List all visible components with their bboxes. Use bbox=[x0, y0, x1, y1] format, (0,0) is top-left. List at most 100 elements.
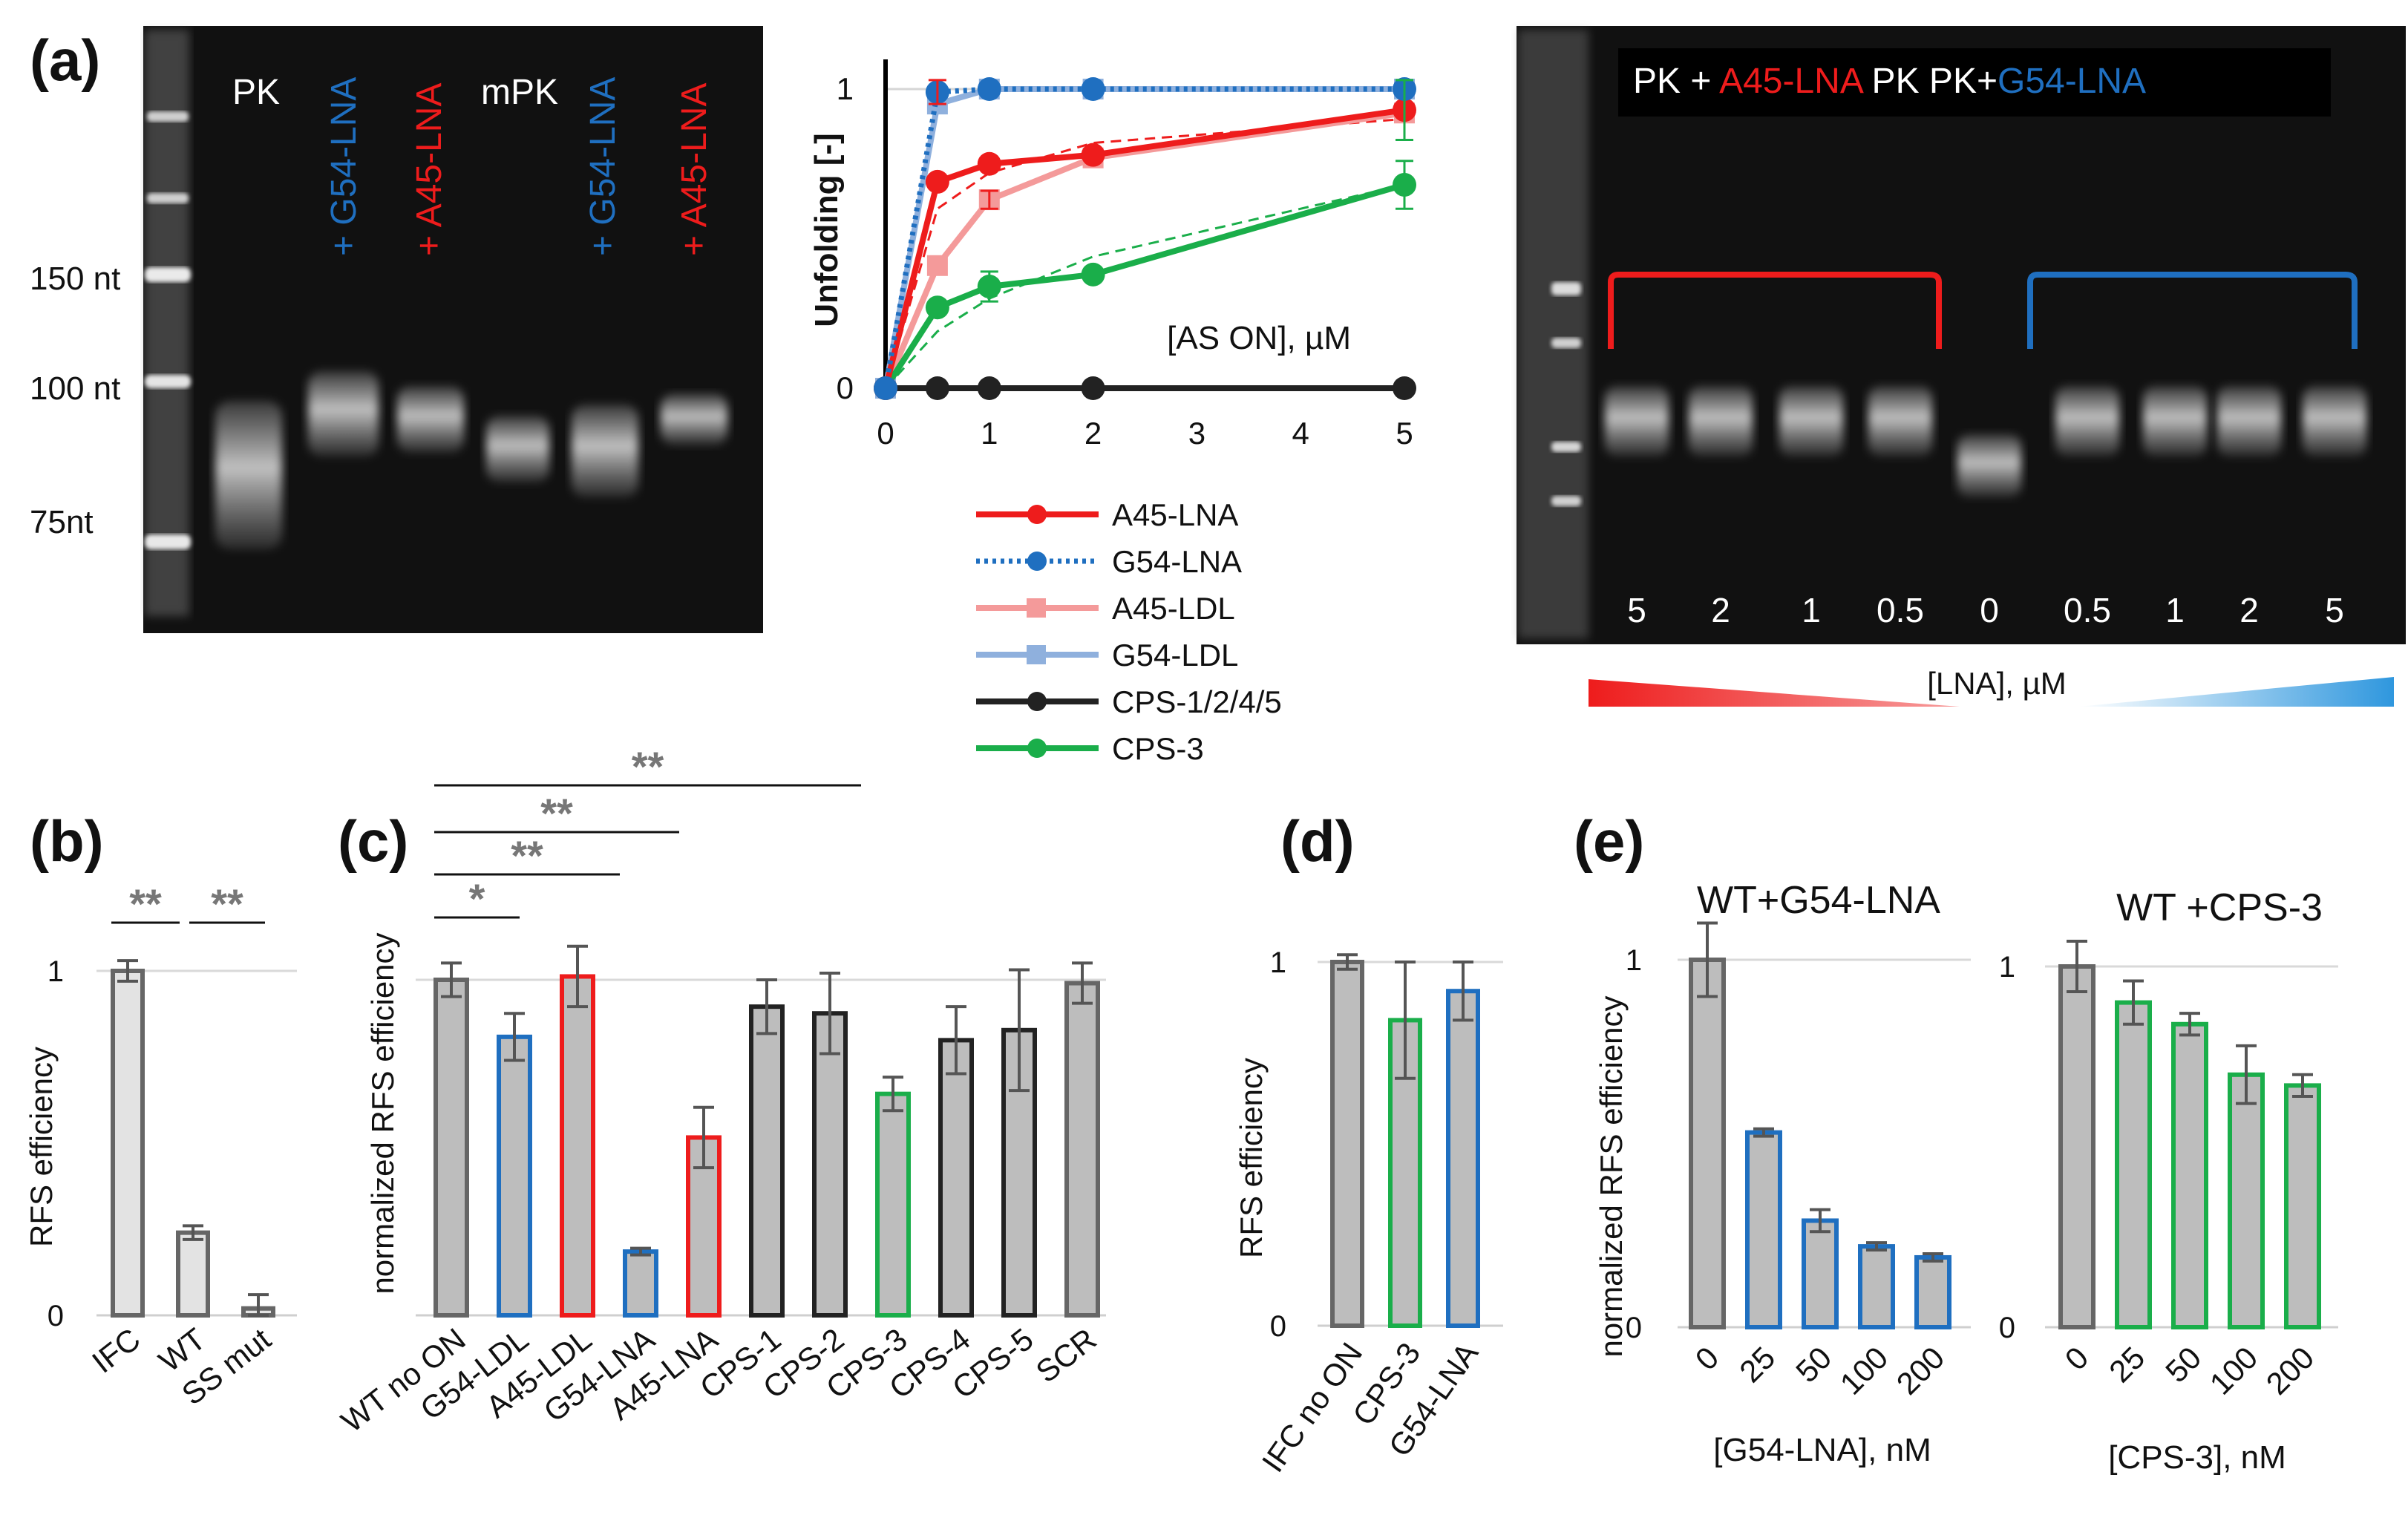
gel-2-header-box bbox=[1618, 48, 2331, 117]
gel-2-band bbox=[2055, 386, 2119, 457]
bar bbox=[176, 1230, 210, 1318]
bar bbox=[875, 1091, 911, 1318]
bar bbox=[2115, 1000, 2152, 1329]
bar bbox=[1914, 1254, 1951, 1329]
lna-gradient-blue bbox=[2078, 677, 2394, 707]
y-tick-label: 1 bbox=[1999, 951, 2015, 984]
y-tick-label: 0 bbox=[1626, 1312, 1642, 1344]
fit-curve bbox=[884, 183, 1405, 390]
x-tick-label: 100 bbox=[1833, 1340, 1895, 1401]
gel-2-lane-value: 0.5 bbox=[1877, 591, 1924, 629]
significance-label: * bbox=[469, 875, 485, 922]
gel-2-band bbox=[1779, 386, 1843, 457]
x-tick-label: SCR bbox=[1030, 1321, 1103, 1390]
bar bbox=[1689, 958, 1726, 1329]
ladder-band bbox=[1551, 496, 1581, 506]
gel-2-lane-value: 1 bbox=[2165, 591, 2185, 629]
gel-2-lane-value: 0.5 bbox=[2064, 591, 2111, 629]
bar bbox=[1330, 960, 1364, 1328]
gel-2-header-part: PK bbox=[1862, 62, 1929, 101]
x-axis-label: [CPS-3], nM bbox=[2108, 1439, 2286, 1476]
data-point bbox=[925, 169, 949, 194]
gel-2-blue-bracket bbox=[2027, 272, 2358, 349]
data-point bbox=[977, 151, 1001, 176]
bar bbox=[1802, 1218, 1839, 1329]
x-tick-label: 5 bbox=[1396, 416, 1413, 451]
size-marker-label: 150 nt bbox=[30, 261, 120, 297]
bar bbox=[812, 1011, 848, 1318]
y-tick-label: 1 bbox=[48, 955, 64, 988]
band-pk bbox=[215, 401, 282, 549]
bar bbox=[1858, 1244, 1895, 1329]
ladder-band bbox=[145, 267, 191, 282]
bar bbox=[2058, 964, 2095, 1329]
legend-label: A45-LDL bbox=[1112, 591, 1235, 626]
gel-2-bands bbox=[1605, 386, 2366, 497]
gel-2-ladder-smear bbox=[1518, 30, 1589, 638]
bar bbox=[433, 978, 469, 1318]
bar bbox=[749, 1004, 785, 1318]
data-point bbox=[874, 376, 897, 400]
gel-1: PK + G54-LNA + A45-LNA mPK + G54-LNA + A45-LN… bbox=[143, 26, 763, 633]
legend-marker bbox=[1027, 739, 1047, 758]
legend-label: G54-LNA bbox=[1112, 544, 1242, 579]
y-axis-label: normalized RFS efficiency bbox=[1594, 995, 1629, 1357]
ladder-band bbox=[1551, 282, 1581, 295]
x-tick-label: 50 bbox=[1789, 1340, 1838, 1389]
data-point bbox=[1081, 262, 1105, 287]
gel-2-header-part: PK + bbox=[1633, 62, 1719, 101]
x-tick-label: 200 bbox=[2260, 1340, 2321, 1401]
size-marker-label: 100 nt bbox=[30, 370, 120, 407]
panel-label-c: (c) bbox=[338, 808, 408, 874]
significance-label: ** bbox=[129, 880, 162, 927]
gel-2-band bbox=[1957, 434, 2021, 497]
panel-labels: (a) (b) (c) (d) (e) bbox=[30, 27, 1644, 874]
bar bbox=[2284, 1083, 2321, 1329]
y-tick-label: 1 bbox=[1626, 944, 1642, 977]
ladder-band bbox=[147, 111, 189, 122]
x-tick-label: 25 bbox=[2102, 1340, 2151, 1389]
bar bbox=[111, 969, 145, 1318]
gel-2-lane-value: 0 bbox=[1980, 591, 1999, 629]
lna-gradient-red bbox=[1589, 679, 1960, 707]
gel-1-lane-label: + A45-LNA bbox=[410, 83, 449, 256]
gel-2-text: PK + A45-LNA PK PK+G54-LNA 5 2 1 0.5 0 0.5 1 2 5 bbox=[1627, 62, 2344, 629]
gel-2-band bbox=[2303, 386, 2366, 457]
gel-2-band bbox=[2217, 386, 2281, 457]
legend-label: CPS-1/2/4/5 bbox=[1112, 684, 1282, 719]
x-tick-label: 2 bbox=[1084, 416, 1102, 451]
bar bbox=[560, 974, 595, 1318]
y-tick-label: 0 bbox=[48, 1300, 64, 1332]
data-point bbox=[977, 77, 1001, 101]
bar bbox=[2228, 1072, 2265, 1330]
y-axis-label: RFS efficiency bbox=[24, 1047, 59, 1247]
legend-marker bbox=[1027, 598, 1046, 618]
ladder-band bbox=[145, 534, 191, 549]
data-point bbox=[1081, 376, 1105, 400]
significance-label: ** bbox=[632, 743, 664, 790]
data-point bbox=[926, 255, 948, 276]
fit-curve bbox=[884, 117, 1405, 389]
gel-1-size-markers: 150 nt 100 nt 75nt bbox=[30, 261, 120, 540]
y-tick-label: 0 bbox=[1999, 1312, 2015, 1344]
gel-2-band bbox=[1689, 386, 1753, 457]
gel-2-lane-value: 1 bbox=[1802, 591, 1821, 629]
panel-label-a: (a) bbox=[30, 27, 100, 93]
significance-label: ** bbox=[540, 790, 573, 837]
gel-2-lane-value: 2 bbox=[1711, 591, 1730, 629]
bar bbox=[2171, 1021, 2208, 1329]
gel-2-header-part: A45-LNA bbox=[1719, 62, 1864, 101]
x-tick-label: IFC bbox=[85, 1321, 146, 1380]
size-marker-label: 75nt bbox=[30, 504, 94, 540]
x-tick-label: 100 bbox=[2203, 1340, 2265, 1401]
ladder-band bbox=[147, 193, 189, 203]
gel-2-red-bracket bbox=[1608, 272, 1942, 349]
panel-label-b: (b) bbox=[30, 808, 104, 874]
gel-1-lane-labels: PK + G54-LNA + A45-LNA mPK + G54-LNA + A45-LN… bbox=[232, 73, 714, 256]
band-mpk bbox=[486, 416, 549, 482]
bar bbox=[938, 1038, 974, 1318]
y-tick-label: 1 bbox=[837, 71, 854, 106]
